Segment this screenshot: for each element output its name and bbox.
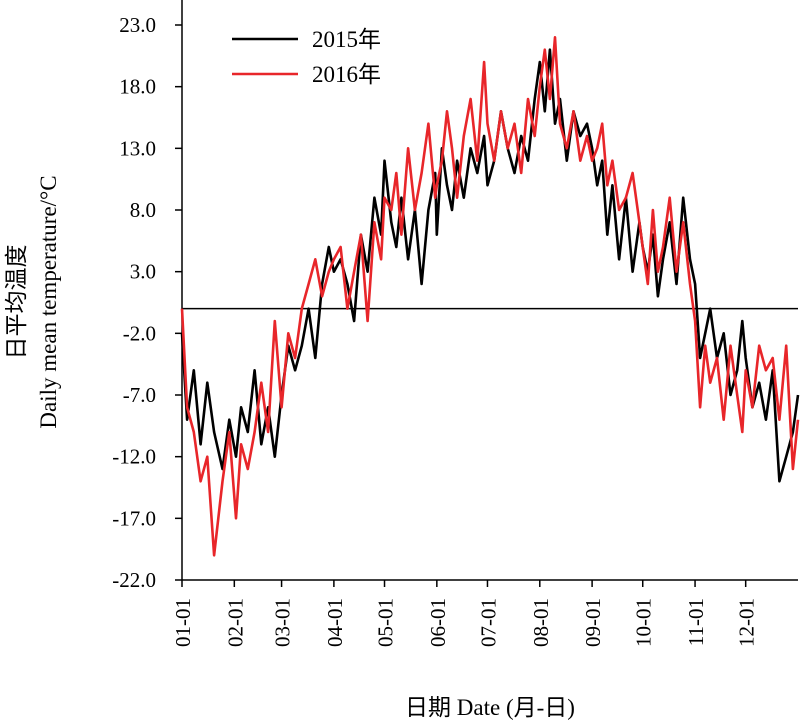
y-tick-label: 23.0 [119, 13, 156, 37]
legend-label-2015: 2015年 [312, 27, 381, 52]
x-tick-label: 12-01 [735, 598, 759, 647]
y-tick-label: 18.0 [119, 75, 156, 99]
x-tick-label: 03-01 [271, 598, 295, 647]
y-tick-label: -7.0 [123, 383, 156, 407]
x-tick-label: 07-01 [476, 598, 500, 647]
x-tick-label: 02-01 [223, 598, 247, 647]
y-axis-ticks: 23.0 18.0 13.0 8.0 3.0 -2.0 -7.0 -12.0 -17.0 -22.… [112, 13, 182, 592]
x-tick-label: 09-01 [581, 598, 605, 647]
y-tick-label: 8.0 [130, 198, 156, 222]
x-tick-label: 06-01 [426, 598, 450, 647]
y-tick-label: -12.0 [112, 445, 156, 469]
axes [181, 0, 798, 581]
series-lines [180, 35, 800, 557]
x-tick-label: 10-01 [632, 598, 656, 647]
x-axis-ticks: 01-01 02-01 03-01 04-01 05-01 06-01 07-01 08-01… [171, 580, 759, 647]
y-axis-title-en: Daily mean temperature/°C [36, 175, 61, 428]
x-tick-label: 01-01 [171, 598, 195, 647]
x-tick-label: 11-01 [684, 598, 708, 646]
series-line-2015 [180, 48, 800, 483]
y-tick-label: -22.0 [112, 568, 156, 592]
x-tick-label: 05-01 [374, 598, 398, 647]
legend-label-2016: 2016年 [312, 62, 381, 87]
x-axis-title: 日期 Date (月-日) [405, 695, 575, 720]
legend: 2015年 2016年 [232, 27, 381, 87]
y-tick-label: -2.0 [123, 321, 156, 345]
series-line-2016 [180, 35, 800, 557]
y-tick-label: 3.0 [130, 260, 156, 284]
y-tick-label: 13.0 [119, 136, 156, 160]
y-axis-title-cn: 日平均温度 [4, 245, 29, 360]
x-tick-label: 08-01 [529, 598, 553, 647]
x-tick-label: 04-01 [323, 598, 347, 647]
y-tick-label: -17.0 [112, 506, 156, 530]
